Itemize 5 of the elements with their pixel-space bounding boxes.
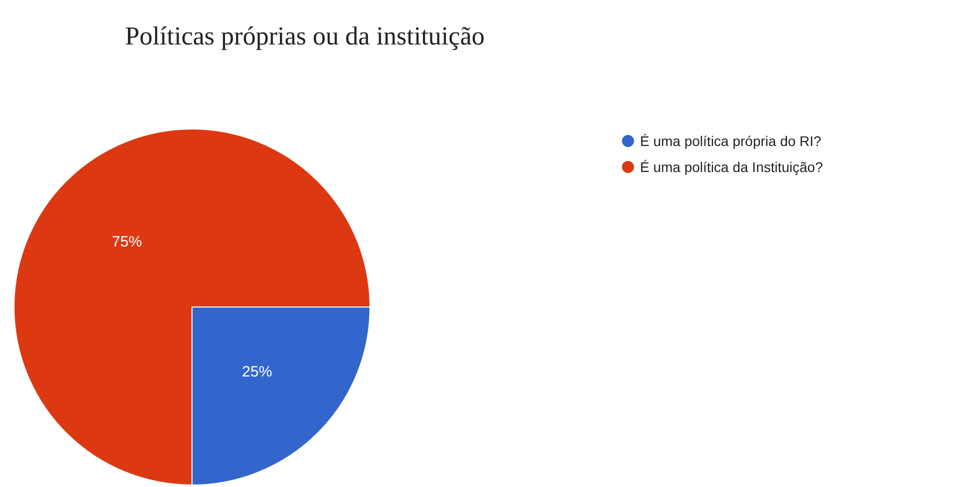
chart-title: Políticas próprias ou da instituição bbox=[125, 22, 485, 50]
data-label: 25% bbox=[242, 364, 272, 381]
data-label: 75% bbox=[112, 233, 142, 250]
legend-label: É uma política própria do RI? bbox=[640, 133, 822, 149]
legend-label: É uma política da Instituição? bbox=[640, 159, 824, 175]
